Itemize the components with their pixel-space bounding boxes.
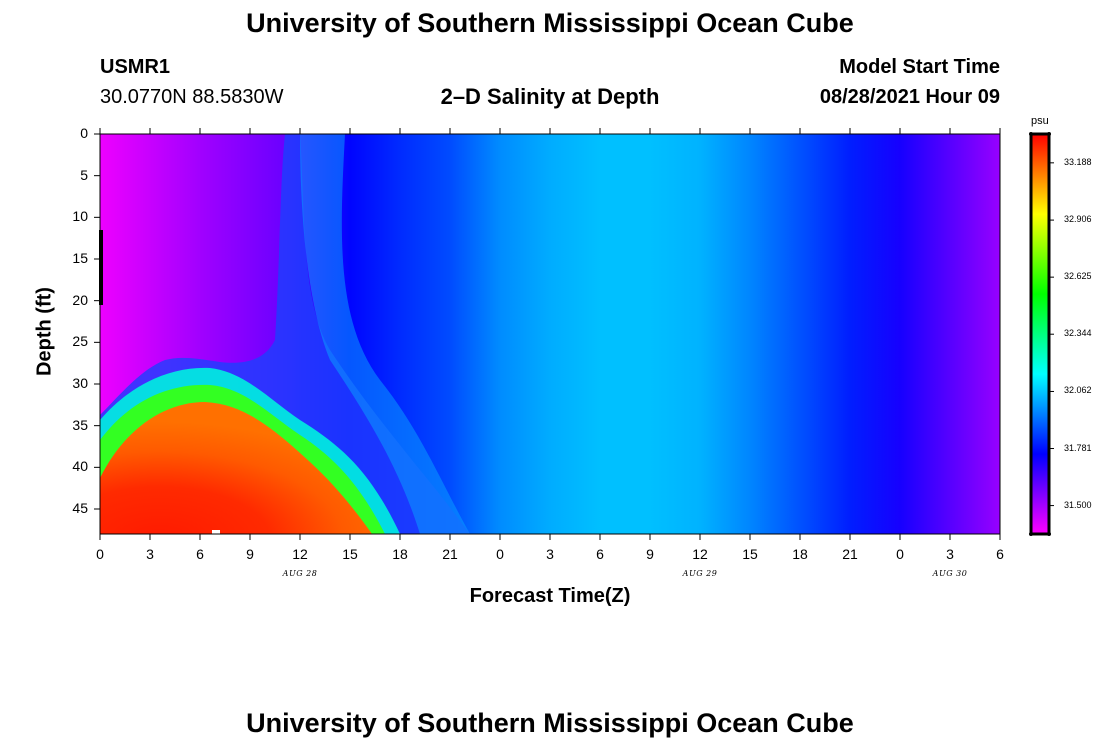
x-tick-label: 12 bbox=[692, 546, 708, 562]
date-label: AUG 29 bbox=[682, 569, 718, 578]
date-label: AUG 30 bbox=[932, 569, 968, 578]
x-tick-label: 9 bbox=[646, 546, 654, 562]
bottom-marker bbox=[212, 530, 220, 534]
colorbar-tick-label: 31.500 bbox=[1064, 499, 1092, 510]
y-tick-label: 5 bbox=[80, 166, 88, 183]
y-tick-label: 10 bbox=[72, 208, 88, 225]
plot-title: 2–D Salinity at Depth bbox=[440, 84, 660, 109]
y-tick-label: 20 bbox=[72, 291, 88, 308]
station-coords: 30.0770N 88.5830W bbox=[100, 86, 284, 108]
y-tick-label: 15 bbox=[72, 250, 88, 266]
colorbar-tick-label: 33.188 bbox=[1064, 156, 1092, 167]
colorbar-tick-label: 32.344 bbox=[1064, 328, 1092, 339]
x-tick-label: 6 bbox=[596, 546, 604, 562]
colorbar-tick-label: 32.625 bbox=[1064, 271, 1092, 282]
page-title: University of Southern Mississippi Ocean… bbox=[246, 8, 854, 38]
x-axis-label: Forecast Time(Z) bbox=[469, 585, 631, 607]
x-tick-label: 21 bbox=[842, 546, 858, 562]
date-label: AUG 28 bbox=[282, 569, 318, 578]
station-id: USMR1 bbox=[100, 56, 171, 78]
x-tick-label: 15 bbox=[742, 546, 758, 562]
colorbar-fill bbox=[1031, 134, 1049, 534]
y-tick-label: 30 bbox=[72, 375, 88, 391]
x-axis-ticks bbox=[99, 128, 1001, 540]
colorbar-tick-label: 32.906 bbox=[1064, 214, 1092, 225]
x-tick-label: 6 bbox=[996, 546, 1004, 562]
colorbar-ticks bbox=[1049, 162, 1054, 507]
early-low-salinity-mid bbox=[300, 134, 470, 534]
fresh-water-purple bbox=[100, 134, 285, 415]
x-tick-label: 3 bbox=[546, 546, 554, 562]
x-tick-label: 15 bbox=[342, 546, 358, 562]
high-salinity-mound bbox=[100, 402, 372, 534]
y-tick-label: 0 bbox=[80, 125, 88, 141]
x-tick-label: 0 bbox=[896, 546, 904, 562]
x-tick-label: 6 bbox=[196, 546, 204, 562]
x-tick-label: 0 bbox=[496, 546, 504, 562]
x-tick-label: 3 bbox=[146, 546, 154, 562]
x-tick-label: 0 bbox=[96, 546, 104, 562]
x-tick-label: 12 bbox=[292, 546, 308, 562]
y-axis-ticks bbox=[94, 133, 100, 510]
x-tick-label: 3 bbox=[946, 546, 954, 562]
footer-title: University of Southern Mississippi Ocean… bbox=[246, 708, 854, 738]
colorbar-tick-label: 32.062 bbox=[1064, 385, 1092, 396]
colorbar-tick-label: 31.781 bbox=[1064, 442, 1092, 453]
model-start-value: 08/28/2021 Hour 09 bbox=[819, 86, 1000, 108]
x-tick-label: 21 bbox=[442, 546, 458, 562]
depth-range-marker bbox=[99, 230, 103, 305]
y-tick-label: 40 bbox=[72, 458, 88, 475]
colorbar-unit: psu bbox=[1031, 115, 1049, 127]
x-tick-label: 9 bbox=[246, 546, 254, 562]
x-tick-label: 18 bbox=[792, 546, 808, 562]
model-start-label: Model Start Time bbox=[839, 56, 1000, 78]
y-tick-label: 25 bbox=[72, 333, 88, 350]
x-tick-label: 18 bbox=[392, 546, 408, 562]
y-tick-label: 35 bbox=[72, 416, 88, 433]
y-tick-label: 45 bbox=[72, 500, 88, 516]
